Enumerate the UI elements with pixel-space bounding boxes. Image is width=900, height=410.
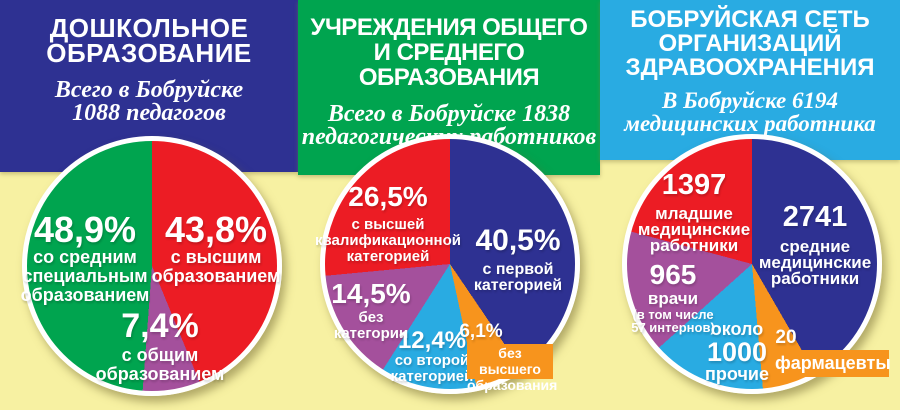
panel-title-line: БОБРУЙСКАЯ СЕТЬ bbox=[630, 6, 870, 33]
slice-label-line: прочие bbox=[705, 364, 769, 384]
callout-pharmacists: фармацевты bbox=[775, 350, 891, 377]
slice-value: 40,5% bbox=[475, 224, 561, 257]
slice-value: 12,4% bbox=[397, 327, 467, 354]
slice-label-line: около bbox=[710, 319, 764, 339]
slice-label-secondary-special-education: 48,9% со средним специальным образование… bbox=[21, 212, 150, 305]
slice-label-line: со средним bbox=[33, 247, 137, 267]
slice-label-line: с первой bbox=[482, 261, 554, 278]
panel-subtitle-line: 1088 педагогов bbox=[72, 100, 226, 126]
panel-subtitle-line: Всего в Бобруйске 1838 bbox=[327, 101, 571, 127]
slice-value-no-higher-education: 6,1% bbox=[459, 321, 503, 342]
slice-label-line: младшие bbox=[655, 204, 733, 223]
panel-title-line: ОРГАНИЗАЦИЙ bbox=[658, 30, 842, 57]
slice-label-line: 57 интернов) bbox=[631, 320, 715, 335]
panel-title-line: ОБРАЗОВАНИЕ bbox=[46, 38, 252, 68]
slice-label-line: категорией bbox=[346, 248, 430, 265]
slice-label-line: образованием bbox=[151, 266, 281, 286]
slice-value: 14,5% bbox=[331, 278, 411, 309]
panel-title-line: УЧРЕЖДЕНИЯ ОБЩЕГО bbox=[310, 14, 588, 41]
slice-label-doctors: 965 врачи (в том числе 57 интернов) bbox=[631, 259, 715, 335]
slice-label-general-education: 7,4% с общим образованием bbox=[96, 309, 225, 384]
slice-value-pharmacists: 20 bbox=[775, 327, 797, 348]
slice-label-line: средние bbox=[779, 237, 851, 256]
panel-subtitle-line: В Бобруйске 6194 bbox=[661, 88, 838, 113]
slice-label-line: без bbox=[358, 309, 384, 326]
slice-label-line: категории bbox=[333, 325, 409, 342]
callout-line: фармацевты bbox=[775, 353, 891, 373]
slice-value: 43,8% bbox=[164, 209, 268, 250]
slice-label-junior-medical-workers: 1397 младшие медицинские работники bbox=[637, 169, 751, 255]
slice-value: 1000 bbox=[706, 337, 768, 367]
slice-label-line: с высшим bbox=[170, 247, 262, 267]
slice-value: 1397 bbox=[661, 169, 727, 201]
slice-value: 48,9% bbox=[33, 209, 137, 250]
slice-label-line: работники bbox=[649, 236, 739, 255]
slice-label-first-category: 40,5% с первой категорией bbox=[474, 226, 562, 294]
slice-label-second-category: 12,4% со второй категорией bbox=[391, 329, 474, 385]
slice-label-highest-category: 26,5% с высшей квалификационной категори… bbox=[315, 183, 461, 265]
slice-label-line: медицинские bbox=[637, 220, 751, 239]
slice-label-higher-education: 43,8% с высшим образованием bbox=[152, 212, 281, 286]
slice-label-line: квалификационной bbox=[315, 232, 461, 249]
slice-value: 965 bbox=[649, 259, 697, 290]
panel-title-line: ЗДРАВООХРАНЕНИЯ bbox=[625, 54, 875, 81]
slice-label-line: врачи bbox=[647, 289, 699, 308]
panel-header-preschool: ДОШКОЛЬНОЕ ОБРАЗОВАНИЕ Всего в Бобруйске… bbox=[0, 0, 298, 172]
panel-subtitle-line: медицинских работника bbox=[624, 111, 876, 136]
slice-label-line: с высшей bbox=[351, 216, 425, 233]
slice-label-line: образованием bbox=[20, 285, 150, 305]
panel-title-line: И СРЕДНЕГО ОБРАЗОВАНИЯ bbox=[358, 39, 540, 91]
panel-header-healthcare: БОБРУЙСКАЯ СЕТЬ ОРГАНИЗАЦИЙ ЗДРАВООХРАНЕ… bbox=[600, 0, 900, 160]
callout-no-higher-education: без высшего образования bbox=[467, 344, 557, 393]
slice-label-others: около 1000 прочие bbox=[705, 320, 769, 384]
slice-label-line: специальным bbox=[22, 266, 148, 286]
slice-label-line: категорией bbox=[473, 277, 563, 294]
callout-line: образования bbox=[467, 377, 558, 393]
slice-label-line: работники bbox=[770, 269, 860, 288]
slice-label-line: медицинские bbox=[758, 253, 872, 272]
slice-label-mid-medical-workers: 2741 средние медицинские работники bbox=[758, 201, 872, 288]
panel-header-schools: УЧРЕЖДЕНИЯ ОБЩЕГО И СРЕДНЕГО ОБРАЗОВАНИЯ… bbox=[298, 0, 600, 175]
panel-title-line: ДОШКОЛЬНОЕ bbox=[49, 13, 249, 43]
slice-label-line: образованием bbox=[95, 364, 225, 384]
slice-label-no-category: 14,5% без категории bbox=[331, 280, 410, 342]
pie-chart-preschool-education bbox=[22, 136, 282, 396]
slice-value: 2741 bbox=[782, 201, 848, 233]
slice-label-line: (в том числе bbox=[632, 307, 714, 322]
slice-label-line: со второй bbox=[394, 352, 470, 369]
slice-label-line: с общим bbox=[121, 345, 199, 365]
callout-line: без высшего bbox=[478, 345, 541, 377]
slice-value: 7,4% bbox=[121, 307, 199, 345]
panel-subtitle-line: Всего в Бобруйске bbox=[54, 77, 244, 103]
slice-value: 26,5% bbox=[348, 181, 428, 212]
slice-label-line: категорией bbox=[390, 368, 474, 385]
